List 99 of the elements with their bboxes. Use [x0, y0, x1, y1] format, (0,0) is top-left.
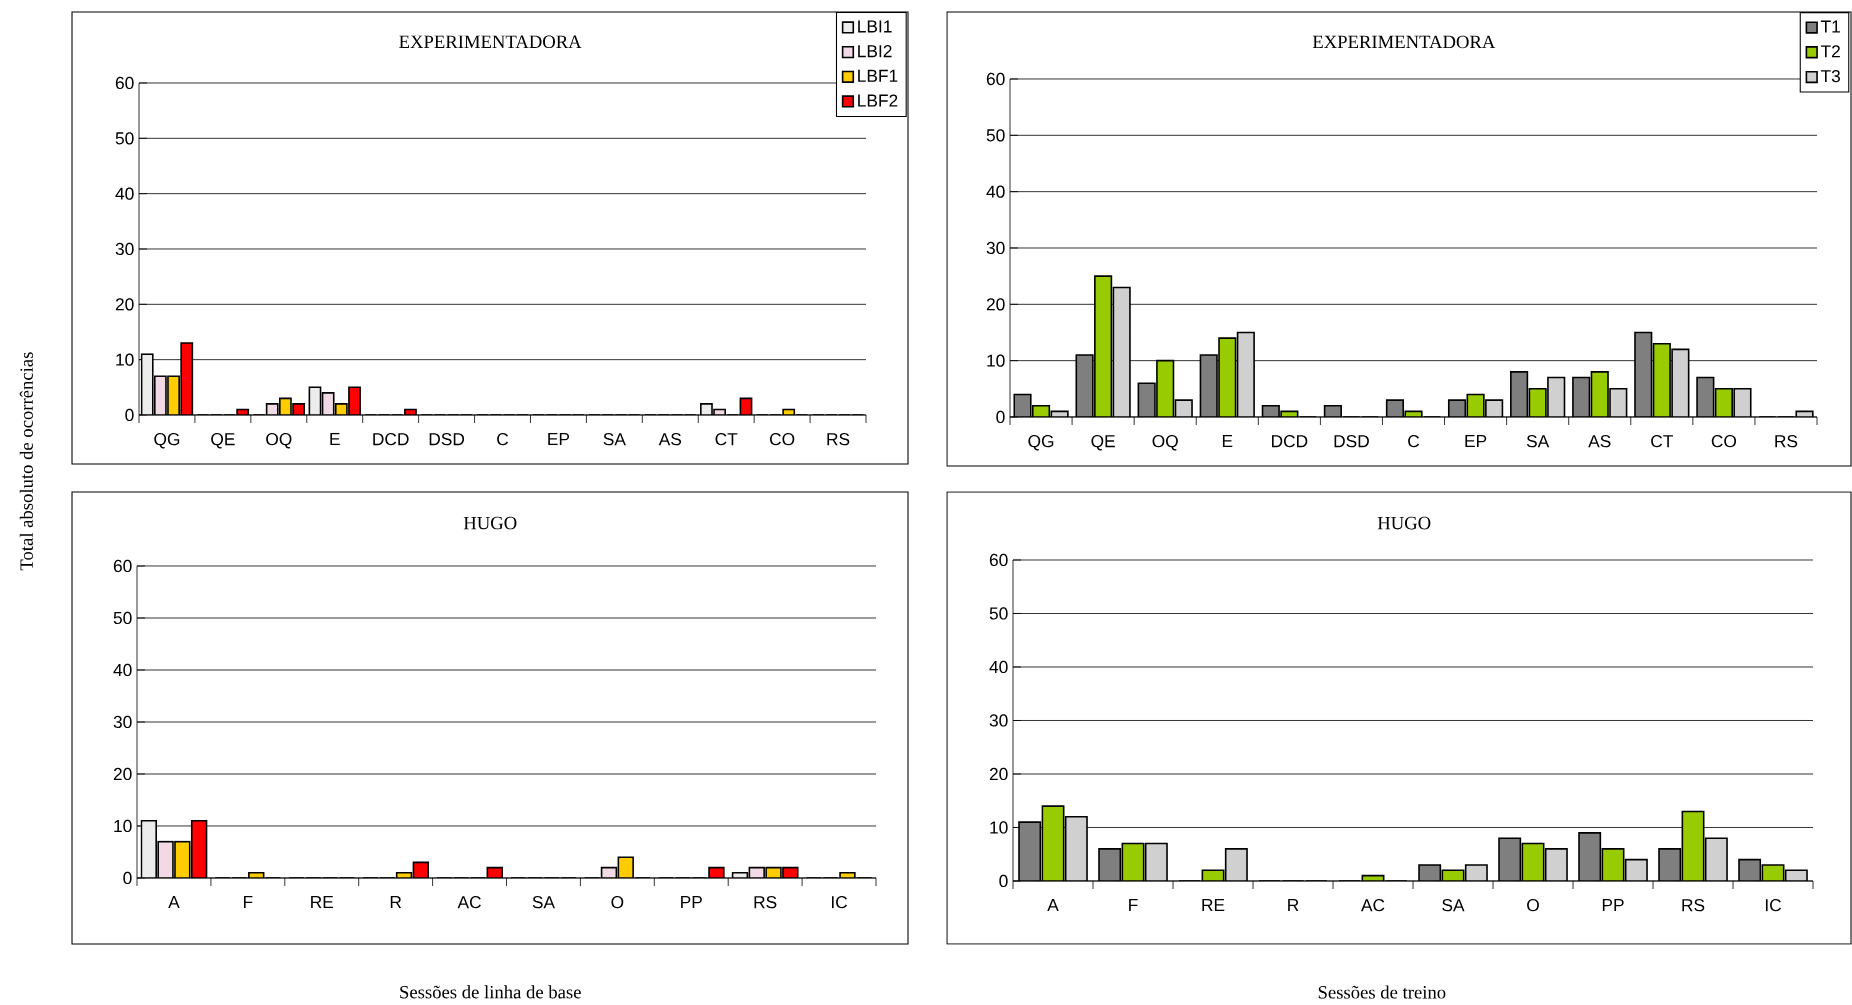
- y-tick-label: 0: [123, 871, 132, 885]
- x-tick-label: SA: [1442, 899, 1465, 912]
- x-tick-label: AS: [658, 433, 682, 446]
- y-tick-label: 60: [989, 553, 1008, 567]
- x-tick-label: QG: [1028, 435, 1054, 451]
- bar: [1065, 816, 1088, 881]
- x-tick-label: R: [1288, 899, 1299, 911]
- y-tick-label: 10: [116, 353, 134, 366]
- x-tick-label: RS: [1682, 899, 1705, 912]
- bar: [1579, 832, 1601, 881]
- x-axis-title: Sessões de treino: [1318, 985, 1446, 999]
- x-tick-label: DCD: [1272, 435, 1308, 448]
- x-tick-label: A: [1047, 899, 1059, 911]
- x-tick-label: C: [1408, 435, 1420, 448]
- x-tick-label: RS: [1775, 435, 1798, 448]
- y-tick-label: 60: [986, 72, 1005, 86]
- y-tick-label: 50: [986, 129, 1005, 142]
- y-tick-label: 60: [115, 76, 134, 90]
- x-tick-label: PP: [681, 896, 702, 908]
- x-tick-label: O: [1527, 899, 1539, 912]
- bar: [1042, 806, 1064, 881]
- y-tick-label: 0: [996, 410, 1005, 424]
- x-tick-label: AC: [1361, 899, 1385, 912]
- y-tick-label: 10: [987, 354, 1005, 367]
- x-tick-label: RE: [1202, 899, 1225, 911]
- legend-label: LBI1: [858, 20, 892, 33]
- y-tick-label: 20: [115, 298, 134, 311]
- y-tick-label: 20: [989, 767, 1008, 781]
- x-tick-label: EP: [548, 433, 570, 445]
- x-tick-label: DSD: [1334, 435, 1369, 448]
- x-tick-label: SA: [603, 433, 626, 446]
- y-tick-label: 30: [113, 715, 132, 729]
- bar: [1499, 838, 1521, 881]
- chart-title: EXPERIMENTADORA: [1312, 35, 1496, 49]
- x-tick-label: QE: [1091, 435, 1115, 451]
- y-tick-label: 0: [125, 408, 134, 422]
- bar: [1705, 838, 1728, 881]
- x-tick-label: DSD: [429, 433, 465, 446]
- x-tick-label: SA: [532, 896, 555, 909]
- y-tick-label: 20: [986, 298, 1005, 311]
- x-tick-label: CT: [715, 433, 738, 446]
- x-tick-label: RS: [754, 896, 777, 909]
- y-axis-title: Total absoluto de ocorrências: [19, 352, 33, 571]
- y-tick-label: 40: [113, 663, 132, 677]
- legend-label: LBF1: [858, 69, 898, 82]
- x-tick-label: DCD: [373, 433, 409, 446]
- x-tick-label: C: [497, 433, 509, 446]
- x-tick-label: F: [1129, 899, 1138, 911]
- y-tick-label: 30: [115, 242, 134, 256]
- y-tick-label: 60: [113, 559, 132, 573]
- x-tick-label: OQ: [266, 433, 292, 449]
- y-tick-label: 10: [990, 821, 1008, 834]
- x-tick-label: AC: [457, 896, 481, 909]
- x-tick-label: R: [390, 896, 402, 908]
- x-tick-label: OQ: [1152, 435, 1178, 451]
- y-tick-label: 20: [113, 767, 132, 781]
- x-tick-label: IC: [1765, 899, 1782, 912]
- x-tick-label: E: [330, 433, 340, 445]
- x-tick-label: CT: [1651, 435, 1673, 448]
- bar: [1682, 811, 1704, 881]
- x-tick-label: SA: [1526, 435, 1550, 448]
- bar: [1122, 843, 1144, 881]
- y-tick-label: 40: [989, 660, 1008, 674]
- x-tick-label: O: [611, 896, 624, 909]
- chart-title: EXPERIMENTADORA: [399, 35, 582, 49]
- x-tick-label: AS: [1588, 435, 1611, 448]
- y-tick-label: 50: [115, 132, 134, 145]
- chart-title: HUGO: [463, 516, 517, 530]
- x-tick-label: QE: [211, 433, 235, 449]
- legend-label: LBF2: [858, 94, 898, 107]
- y-tick-label: 30: [986, 241, 1005, 255]
- x-tick-label: CO: [1711, 435, 1737, 448]
- x-tick-label: RS: [827, 433, 850, 446]
- x-tick-label: E: [1222, 435, 1233, 447]
- x-tick-label: CO: [770, 433, 795, 446]
- legend-label: LBI2: [858, 45, 892, 58]
- legend-label: T3: [1820, 69, 1840, 83]
- y-tick-label: 10: [114, 819, 132, 833]
- x-tick-label: IC: [832, 896, 848, 909]
- y-tick-label: 50: [113, 611, 132, 625]
- x-tick-label: EP: [1465, 435, 1487, 447]
- x-tick-label: F: [243, 896, 253, 908]
- bar: [1145, 843, 1168, 881]
- x-tick-label: A: [168, 896, 180, 908]
- y-tick-label: 30: [989, 714, 1008, 727]
- y-tick-label: 0: [999, 874, 1008, 888]
- y-tick-label: 40: [986, 185, 1005, 198]
- chart-title: HUGO: [1377, 516, 1431, 530]
- x-tick-label: QG: [154, 433, 180, 449]
- x-axis-title: Sessões de linha de base: [400, 985, 581, 999]
- x-tick-label: RE: [311, 896, 334, 908]
- y-tick-label: 50: [989, 607, 1008, 620]
- bar: [1019, 822, 1041, 881]
- x-tick-label: PP: [1602, 899, 1624, 911]
- legend-label: T1: [1820, 20, 1840, 33]
- bar: [1113, 287, 1130, 417]
- bar: [1522, 843, 1544, 881]
- legend-label: T2: [1820, 45, 1840, 58]
- y-tick-label: 40: [115, 187, 134, 200]
